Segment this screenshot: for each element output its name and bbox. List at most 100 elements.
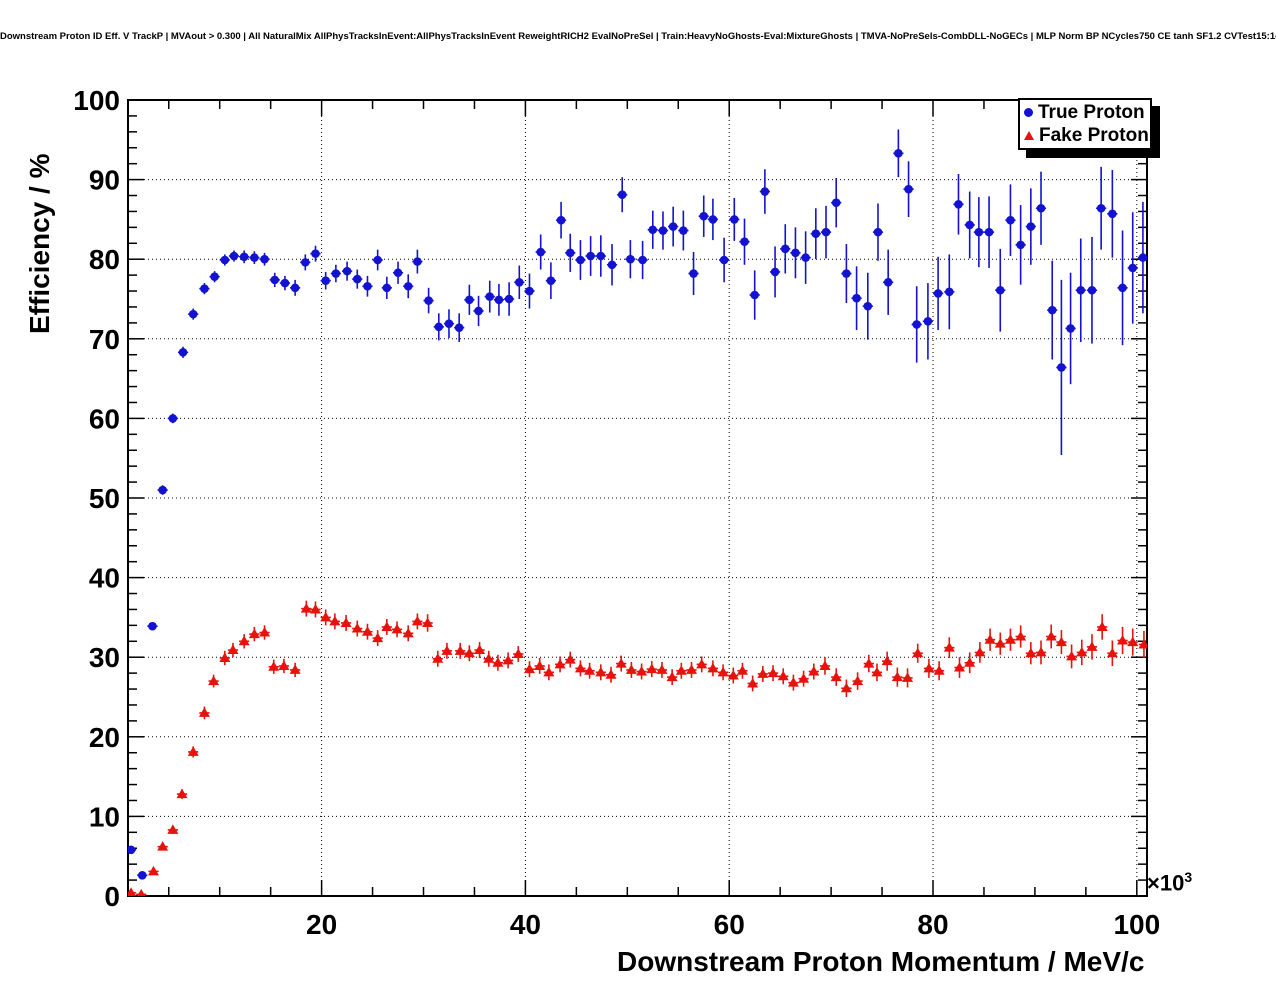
data-point-true-proton bbox=[373, 255, 382, 265]
data-point-fake-proton bbox=[727, 670, 739, 680]
y-tick-label: 60 bbox=[89, 403, 120, 434]
y-tick-label: 20 bbox=[89, 722, 120, 753]
data-point-true-proton bbox=[137, 871, 147, 880]
data-point-true-proton bbox=[1076, 285, 1086, 295]
y-axis-title: Efficiency / % bbox=[24, 153, 55, 334]
data-point-fake-proton bbox=[402, 627, 414, 638]
data-point-fake-proton bbox=[219, 652, 231, 662]
data-point-fake-proton bbox=[574, 662, 586, 673]
data-point-fake-proton bbox=[787, 677, 799, 687]
data-point-fake-proton bbox=[128, 887, 137, 896]
y-tick-label: 40 bbox=[89, 563, 120, 594]
data-point-true-proton bbox=[158, 485, 167, 495]
data-point-fake-proton bbox=[564, 654, 576, 664]
data-point-true-proton bbox=[740, 237, 749, 246]
data-point-fake-proton bbox=[646, 663, 658, 674]
data-point-fake-proton bbox=[666, 671, 678, 682]
data-point-true-proton bbox=[424, 296, 433, 305]
data-point-true-proton bbox=[494, 295, 504, 305]
data-point-fake-proton bbox=[157, 841, 169, 851]
legend-label-true-proton: True Proton bbox=[1038, 102, 1145, 123]
data-point-true-proton bbox=[504, 294, 514, 304]
data-point-true-proton bbox=[168, 414, 178, 423]
data-point-fake-proton bbox=[309, 603, 321, 614]
data-point-fake-proton bbox=[615, 658, 627, 668]
data-point-true-proton bbox=[1096, 203, 1106, 213]
data-point-fake-proton bbox=[994, 638, 1006, 648]
y-tick-label: 50 bbox=[89, 483, 120, 514]
data-point-true-proton bbox=[831, 198, 841, 207]
data-point-true-proton bbox=[403, 281, 413, 291]
data-point-true-proton bbox=[811, 229, 821, 239]
data-point-fake-proton bbox=[147, 865, 159, 876]
y-tick-label: 70 bbox=[89, 324, 120, 355]
data-point-fake-proton bbox=[1055, 636, 1067, 647]
data-point-true-proton bbox=[393, 268, 403, 278]
data-point-true-proton bbox=[250, 253, 259, 262]
data-point-true-proton bbox=[270, 275, 280, 285]
data-point-true-proton bbox=[679, 226, 688, 235]
data-point-fake-proton bbox=[1076, 646, 1088, 657]
data-point-fake-proton bbox=[625, 664, 637, 674]
data-point-true-proton bbox=[607, 260, 617, 270]
true-proton-circle-marker-icon bbox=[1024, 108, 1033, 117]
data-point-true-proton bbox=[434, 322, 444, 332]
data-point-true-proton bbox=[229, 251, 239, 261]
data-point-fake-proton bbox=[777, 670, 789, 681]
data-point-fake-proton bbox=[329, 615, 341, 626]
y-tick-label: 100 bbox=[73, 85, 120, 116]
data-point-fake-proton bbox=[912, 647, 924, 658]
data-point-fake-proton bbox=[1086, 641, 1098, 651]
data-point-fake-proton bbox=[696, 658, 708, 669]
data-point-fake-proton bbox=[943, 642, 955, 652]
data-point-fake-proton bbox=[259, 627, 271, 637]
data-point-true-proton bbox=[239, 252, 249, 262]
data-point-fake-proton bbox=[432, 653, 444, 663]
data-point-true-proton bbox=[565, 248, 575, 258]
series-fake-proton bbox=[128, 600, 1147, 896]
data-point-true-proton bbox=[465, 295, 474, 305]
exponent-base: ×10 bbox=[1147, 870, 1185, 896]
data-point-true-proton bbox=[1128, 263, 1138, 273]
data-point-true-proton bbox=[586, 251, 595, 261]
data-point-fake-proton bbox=[808, 666, 820, 676]
data-point-true-proton bbox=[984, 227, 994, 237]
data-point-fake-proton bbox=[1004, 634, 1016, 644]
data-point-fake-proton bbox=[1066, 650, 1078, 661]
data-point-fake-proton bbox=[248, 628, 260, 639]
data-point-true-proton bbox=[699, 211, 709, 221]
data-point-true-proton bbox=[525, 286, 534, 296]
data-point-true-proton bbox=[474, 306, 483, 316]
data-point-fake-proton bbox=[871, 666, 883, 677]
data-point-true-proton bbox=[974, 227, 984, 237]
data-point-fake-proton bbox=[502, 654, 514, 665]
data-point-true-proton bbox=[801, 253, 810, 262]
data-point-true-proton bbox=[791, 248, 800, 258]
data-point-true-proton bbox=[1036, 203, 1046, 213]
data-point-fake-proton bbox=[954, 662, 966, 672]
data-point-true-proton bbox=[904, 184, 913, 194]
data-point-true-proton bbox=[363, 281, 372, 291]
data-point-fake-proton bbox=[798, 673, 810, 683]
data-point-true-proton bbox=[148, 621, 157, 631]
data-point-fake-proton bbox=[422, 617, 434, 627]
data-point-true-proton bbox=[842, 269, 851, 278]
exponent-power: 3 bbox=[1184, 869, 1193, 885]
data-point-true-proton bbox=[178, 348, 188, 357]
data-point-true-proton bbox=[1047, 305, 1057, 315]
data-point-fake-proton bbox=[543, 666, 555, 677]
data-point-true-proton bbox=[708, 215, 718, 224]
data-point-true-proton bbox=[210, 272, 219, 282]
data-point-fake-proton bbox=[1127, 636, 1139, 647]
x-axis-title: Downstream Proton Momentum / MeV/c bbox=[617, 946, 1145, 977]
data-point-true-proton bbox=[770, 267, 780, 277]
data-point-fake-proton bbox=[289, 664, 301, 674]
data-point-fake-proton bbox=[1096, 621, 1108, 631]
data-point-fake-proton bbox=[1015, 631, 1027, 641]
data-point-true-proton bbox=[536, 247, 545, 257]
data-point-fake-proton bbox=[984, 634, 996, 644]
data-point-true-proton bbox=[780, 244, 790, 254]
x-tick-label: 20 bbox=[306, 909, 337, 940]
data-point-fake-proton bbox=[492, 657, 504, 667]
data-point-fake-proton bbox=[300, 603, 312, 613]
